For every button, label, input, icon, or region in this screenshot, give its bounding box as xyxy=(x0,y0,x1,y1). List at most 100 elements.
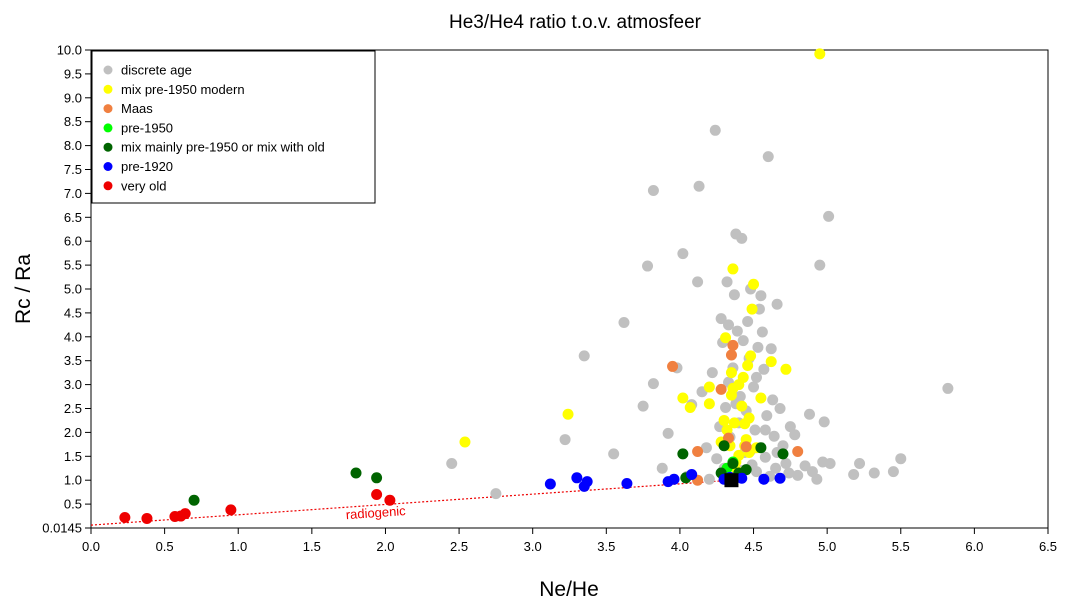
data-point-very-old xyxy=(225,504,237,516)
data-point-discrete-age xyxy=(784,421,796,433)
data-point-discrete-age xyxy=(559,434,571,446)
data-point-discrete-age xyxy=(771,298,783,310)
data-point-mix-pre-1950-modern xyxy=(755,392,767,404)
data-point-discrete-age xyxy=(758,363,770,375)
data-point-maas xyxy=(667,360,679,372)
data-point-discrete-age xyxy=(490,488,502,500)
data-point-pre-1920 xyxy=(736,472,748,484)
data-point-maas xyxy=(692,446,704,458)
data-point-discrete-age xyxy=(789,429,801,441)
y-tick-label: 3.0 xyxy=(64,377,82,392)
legend: discrete age mix pre-1950 modern Maas pre-1… xyxy=(91,50,376,204)
data-point-pre-1920 xyxy=(686,468,698,480)
y-tick-label: 9.5 xyxy=(64,66,82,81)
y-axis-ticks: 0.0145 0.5 1.0 1.5 2.0 2.5 3.0 3.5 4.0 4.5 5.0 5.5 6… xyxy=(42,43,91,536)
y-tick-label: 7.0 xyxy=(64,186,82,201)
legend-marker xyxy=(103,104,113,114)
data-point-discrete-age xyxy=(755,290,767,302)
y-tick-label: 6.0 xyxy=(64,234,82,249)
data-point-mix-mainly-pre-1950-or-mix-with-old xyxy=(718,440,730,452)
data-point-discrete-age xyxy=(811,473,823,485)
data-point-pre-1920 xyxy=(544,478,556,490)
data-point-discrete-age xyxy=(759,451,771,463)
data-point-mix-pre-1950-modern xyxy=(814,48,826,60)
data-point-discrete-age xyxy=(647,185,659,197)
legend-marker xyxy=(103,65,113,75)
highlight-marker xyxy=(724,473,739,488)
data-point-mix-mainly-pre-1950-or-mix-with-old xyxy=(727,457,739,469)
data-point-discrete-age xyxy=(762,151,774,163)
legend-marker xyxy=(103,84,113,94)
data-point-mix-pre-1950-modern xyxy=(743,412,755,424)
data-point-discrete-age xyxy=(824,457,836,469)
data-point-discrete-age xyxy=(662,427,674,439)
y-tick-label: 2.0 xyxy=(64,425,82,440)
x-tick-label: 3.0 xyxy=(524,539,542,554)
x-tick-label: 0.0 xyxy=(82,539,100,554)
data-point-mix-pre-1950-modern xyxy=(737,371,749,383)
data-point-pre-1920 xyxy=(668,473,680,485)
reference-line-group: radiogenic xyxy=(90,479,732,526)
data-point-discrete-age xyxy=(748,381,760,393)
y-tick-label: 7.5 xyxy=(64,162,82,177)
data-point-mix-pre-1950-modern xyxy=(742,359,754,371)
data-point-discrete-age xyxy=(608,448,620,460)
x-tick-label: 1.0 xyxy=(229,539,247,554)
data-point-discrete-age xyxy=(770,462,782,474)
data-point-mix-pre-1950-modern xyxy=(721,424,733,436)
y-tick-label: 8.5 xyxy=(64,114,82,129)
data-point-mix-mainly-pre-1950-or-mix-with-old xyxy=(188,494,200,506)
y-tick-label: 3.5 xyxy=(64,353,82,368)
data-point-discrete-age xyxy=(637,400,649,412)
y-tick-label: 6.5 xyxy=(64,210,82,225)
data-point-discrete-age xyxy=(742,316,754,328)
data-point-discrete-age xyxy=(677,248,689,260)
data-point-discrete-age xyxy=(578,350,590,362)
data-point-discrete-age xyxy=(750,466,762,478)
data-point-mix-mainly-pre-1950-or-mix-with-old xyxy=(677,448,689,460)
y-axis-label: Rc / Ra xyxy=(12,254,35,324)
data-point-mix-pre-1950-modern xyxy=(728,417,740,429)
data-point-very-old xyxy=(119,511,131,523)
data-point-discrete-age xyxy=(709,124,721,136)
radiogenic-label: radiogenic xyxy=(345,503,406,522)
data-point-discrete-age xyxy=(656,462,668,474)
data-point-mix-mainly-pre-1950-or-mix-with-old xyxy=(350,467,362,479)
y-tick-label: 1.0 xyxy=(64,473,82,488)
data-point-discrete-age xyxy=(818,416,830,428)
data-point-discrete-age xyxy=(765,343,777,355)
x-tick-label: 4.0 xyxy=(671,539,689,554)
data-point-mix-pre-1950-modern xyxy=(459,436,471,448)
data-point-discrete-age xyxy=(721,276,733,288)
y-tick-label: 4.0 xyxy=(64,329,82,344)
data-point-discrete-age xyxy=(711,453,723,465)
data-point-discrete-age xyxy=(752,341,764,353)
legend-label: Maas xyxy=(121,101,153,116)
y-tick-label: 2.5 xyxy=(64,401,82,416)
data-point-discrete-age xyxy=(693,180,705,192)
x-tick-label: 2.5 xyxy=(450,539,468,554)
data-point-mix-pre-1950-modern xyxy=(677,392,689,404)
data-point-discrete-age xyxy=(618,316,630,328)
data-point-mix-mainly-pre-1950-or-mix-with-old xyxy=(740,464,752,476)
data-point-pre-1920 xyxy=(581,476,593,488)
data-point-discrete-age xyxy=(642,260,654,272)
data-point-discrete-age xyxy=(703,473,715,485)
data-point-discrete-age xyxy=(761,410,773,422)
data-point-maas xyxy=(740,441,752,453)
legend-marker xyxy=(103,181,113,191)
y-tick-label: 0.0145 xyxy=(42,521,82,536)
data-point-discrete-age xyxy=(868,467,880,479)
data-point-discrete-age xyxy=(736,232,748,244)
data-point-mix-pre-1950-modern xyxy=(736,400,748,412)
data-point-discrete-age xyxy=(728,289,740,301)
data-point-discrete-age xyxy=(942,382,954,394)
y-tick-label: 8.0 xyxy=(64,138,82,153)
data-point-mix-mainly-pre-1950-or-mix-with-old xyxy=(755,442,767,454)
chart-title: He3/He4 ratio t.o.v. atmosfeer xyxy=(449,12,702,33)
data-point-very-old xyxy=(141,512,153,524)
data-point-discrete-age xyxy=(783,467,795,479)
data-point-mix-pre-1950-modern xyxy=(746,303,758,315)
data-point-pre-1920 xyxy=(571,472,583,484)
scatter-points xyxy=(119,48,954,524)
